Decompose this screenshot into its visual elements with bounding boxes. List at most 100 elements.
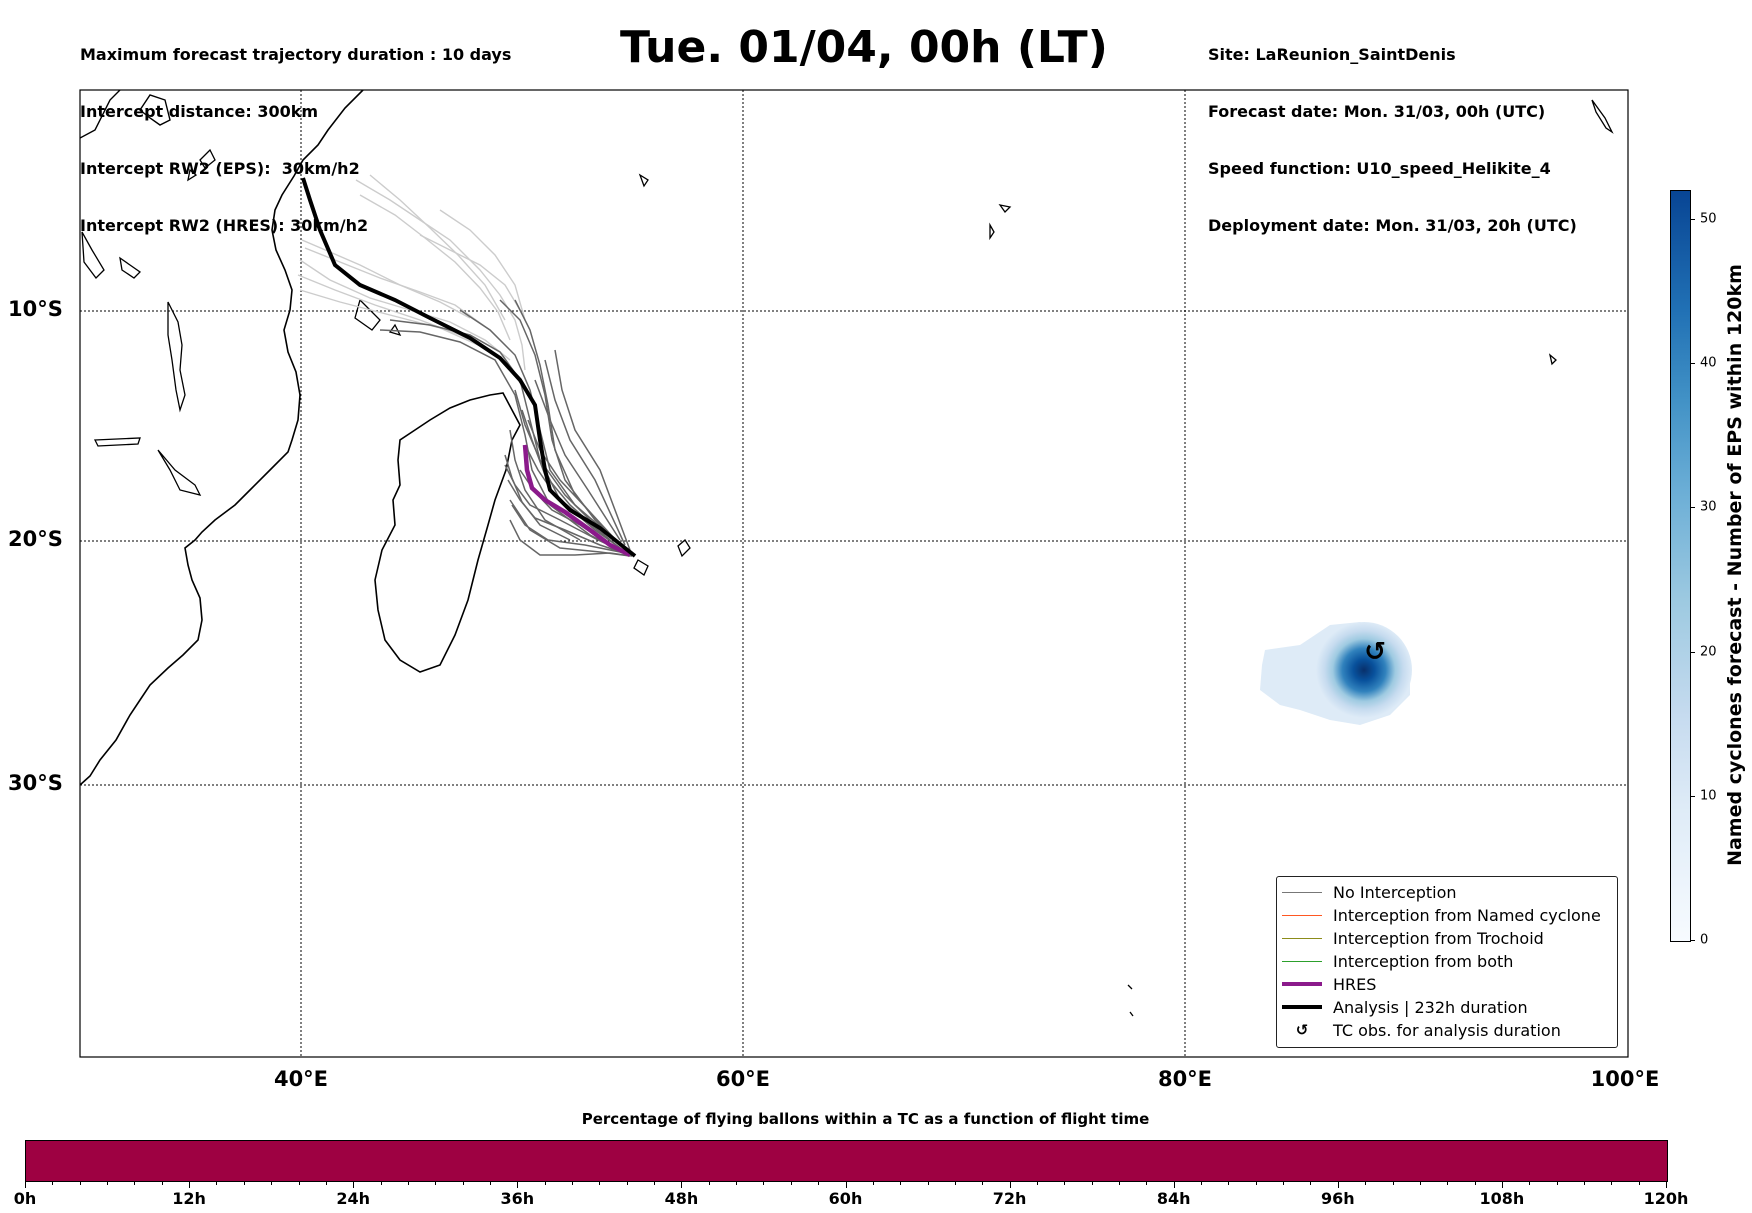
flight-time-tick xyxy=(1255,1181,1257,1185)
flight-time-tick xyxy=(1556,1181,1558,1185)
intercept-eps-text: Intercept RW2 (EPS): 30km/h2 xyxy=(80,159,360,178)
legend-label: No Interception xyxy=(1333,882,1457,902)
flight-time-tick xyxy=(790,1181,792,1185)
page-title: Tue. 01/04, 00h (LT) xyxy=(620,22,1108,73)
colorbar-tick-label: 0 xyxy=(1700,932,1709,948)
flight-time-tick xyxy=(407,1181,409,1185)
flight-time-tick xyxy=(489,1181,491,1185)
flight-time-tick xyxy=(1146,1181,1148,1185)
flight-time-tick xyxy=(25,1181,26,1188)
colorbar-tick xyxy=(1690,795,1695,797)
colorbar-tick xyxy=(1690,651,1695,653)
flight-time-tick xyxy=(325,1181,327,1185)
map-gridlines xyxy=(80,90,1628,1057)
flight-time-tick xyxy=(243,1181,245,1185)
flight-time-tick xyxy=(298,1181,300,1185)
flight-time-tick xyxy=(353,1181,355,1188)
flight-time-tick xyxy=(599,1181,601,1185)
colorbar-title: Named cyclones forecast - Number of EPS … xyxy=(1724,264,1746,866)
flight-time-tick xyxy=(52,1181,54,1185)
flight-time-tick xyxy=(1474,1181,1476,1185)
africa-coastline xyxy=(80,90,364,786)
flight-time-tick xyxy=(572,1181,573,1185)
flight-time-tick xyxy=(1419,1181,1421,1185)
forecast-date-text: Forecast date: Mon. 31/03, 00h (UTC) xyxy=(1208,102,1546,121)
flight-time-tick xyxy=(708,1181,710,1185)
colorbar-tick xyxy=(1690,363,1695,365)
flight-time-tick xyxy=(1365,1181,1367,1185)
legend-item-both: Interception from both xyxy=(1277,950,1513,972)
flight-time-tick xyxy=(1583,1181,1585,1185)
flight-time-tick xyxy=(435,1181,437,1185)
colorbar-tick-label: 50 xyxy=(1700,211,1717,227)
lon-label-40e: 40°E xyxy=(273,1067,329,1091)
flight-time-tick xyxy=(1064,1181,1066,1185)
cyclone-density: ↺ xyxy=(1260,622,1412,725)
flight-time-tick-label: 0h xyxy=(13,1189,37,1208)
flight-time-tick xyxy=(982,1181,984,1185)
deployment-date-text: Deployment date: Mon. 31/03, 20h (UTC) xyxy=(1208,216,1577,235)
trajectory-duration-text: Maximum forecast trajectory duration : 1… xyxy=(80,45,512,64)
flight-time-tick xyxy=(1447,1181,1449,1185)
islands xyxy=(81,99,1614,1017)
flight-time-tick xyxy=(1036,1181,1038,1185)
flight-time-tick xyxy=(271,1181,273,1185)
flight-time-tick xyxy=(380,1181,382,1185)
flight-time-tick xyxy=(1501,1181,1503,1188)
flight-time-tick xyxy=(654,1181,656,1185)
legend-item-analysis: Analysis | 232h duration xyxy=(1277,996,1528,1018)
flight-time-tick xyxy=(1119,1181,1120,1185)
flight-time-tick xyxy=(134,1181,136,1185)
map-frame xyxy=(79,89,1629,1058)
flight-time-tick-label: 72h xyxy=(992,1189,1027,1208)
speed-function-text: Speed function: U10_speed_Helikite_4 xyxy=(1208,159,1551,178)
flight-time-tick-label: 12h xyxy=(172,1189,206,1208)
hres-trajectory xyxy=(522,444,632,558)
flight-time-bar xyxy=(25,1140,1668,1182)
map-legend: No Interception Interception from Named … xyxy=(1276,876,1618,1048)
colorbar-tick-label: 40 xyxy=(1700,355,1717,371)
flight-time-tick xyxy=(462,1181,464,1185)
flight-time-tick-label: 24h xyxy=(336,1189,371,1208)
flight-time-tick xyxy=(1611,1181,1613,1185)
flight-time-tick xyxy=(189,1181,191,1188)
flight-time-tick xyxy=(626,1181,628,1185)
flight-time-tick xyxy=(845,1181,847,1188)
flight-time-tick xyxy=(736,1181,738,1185)
flight-time-tick xyxy=(517,1181,519,1188)
lon-label-80e: 80°E xyxy=(1157,1067,1213,1091)
flight-time-tick xyxy=(161,1181,163,1185)
flight-time-tick xyxy=(872,1181,874,1185)
intercept-hres-text: Intercept RW2 (HRES): 30km/h2 xyxy=(80,216,369,235)
flight-time-tick-label: 108h xyxy=(1479,1189,1525,1208)
flight-time-tick xyxy=(681,1181,683,1188)
flight-time-tick xyxy=(79,1181,81,1185)
flight-time-tick xyxy=(900,1181,902,1185)
flight-time-tick xyxy=(954,1181,956,1185)
colorbar-tick xyxy=(1690,218,1695,220)
tc-obs-icon: ↺ xyxy=(1295,1021,1309,1039)
lon-label-100e: 100°E xyxy=(1590,1067,1660,1091)
flight-time-title: Percentage of flying ballons within a TC… xyxy=(581,1110,1150,1128)
site-parameters: Site: LaReunion_SaintDenis Forecast date… xyxy=(1208,7,1577,254)
lon-label-60e: 60°E xyxy=(715,1067,771,1091)
colorbar-tick xyxy=(1690,507,1695,509)
legend-item-hres: HRES xyxy=(1277,973,1376,995)
flight-time-tick xyxy=(1173,1181,1175,1188)
colorbar-tick-label: 20 xyxy=(1700,644,1717,660)
flight-time-tick xyxy=(1228,1181,1230,1185)
flight-time-tick xyxy=(1638,1181,1640,1185)
site-text: Site: LaReunion_SaintDenis xyxy=(1208,45,1456,64)
flight-time-tick xyxy=(1201,1181,1203,1185)
flight-time-tick-label: 84h xyxy=(1156,1189,1191,1208)
colorbar-tick xyxy=(1690,940,1695,941)
colorbar xyxy=(1670,190,1691,942)
flight-time-tick xyxy=(818,1181,820,1185)
lat-label-10s: 10°S xyxy=(8,297,63,321)
flight-time-tick xyxy=(1529,1181,1531,1185)
arabia-coastline xyxy=(80,90,171,139)
legend-label: TC obs. for analysis duration xyxy=(1333,1020,1561,1040)
tc-obs-symbol: ↺ xyxy=(1364,637,1386,667)
analysis-trajectory xyxy=(301,177,637,558)
